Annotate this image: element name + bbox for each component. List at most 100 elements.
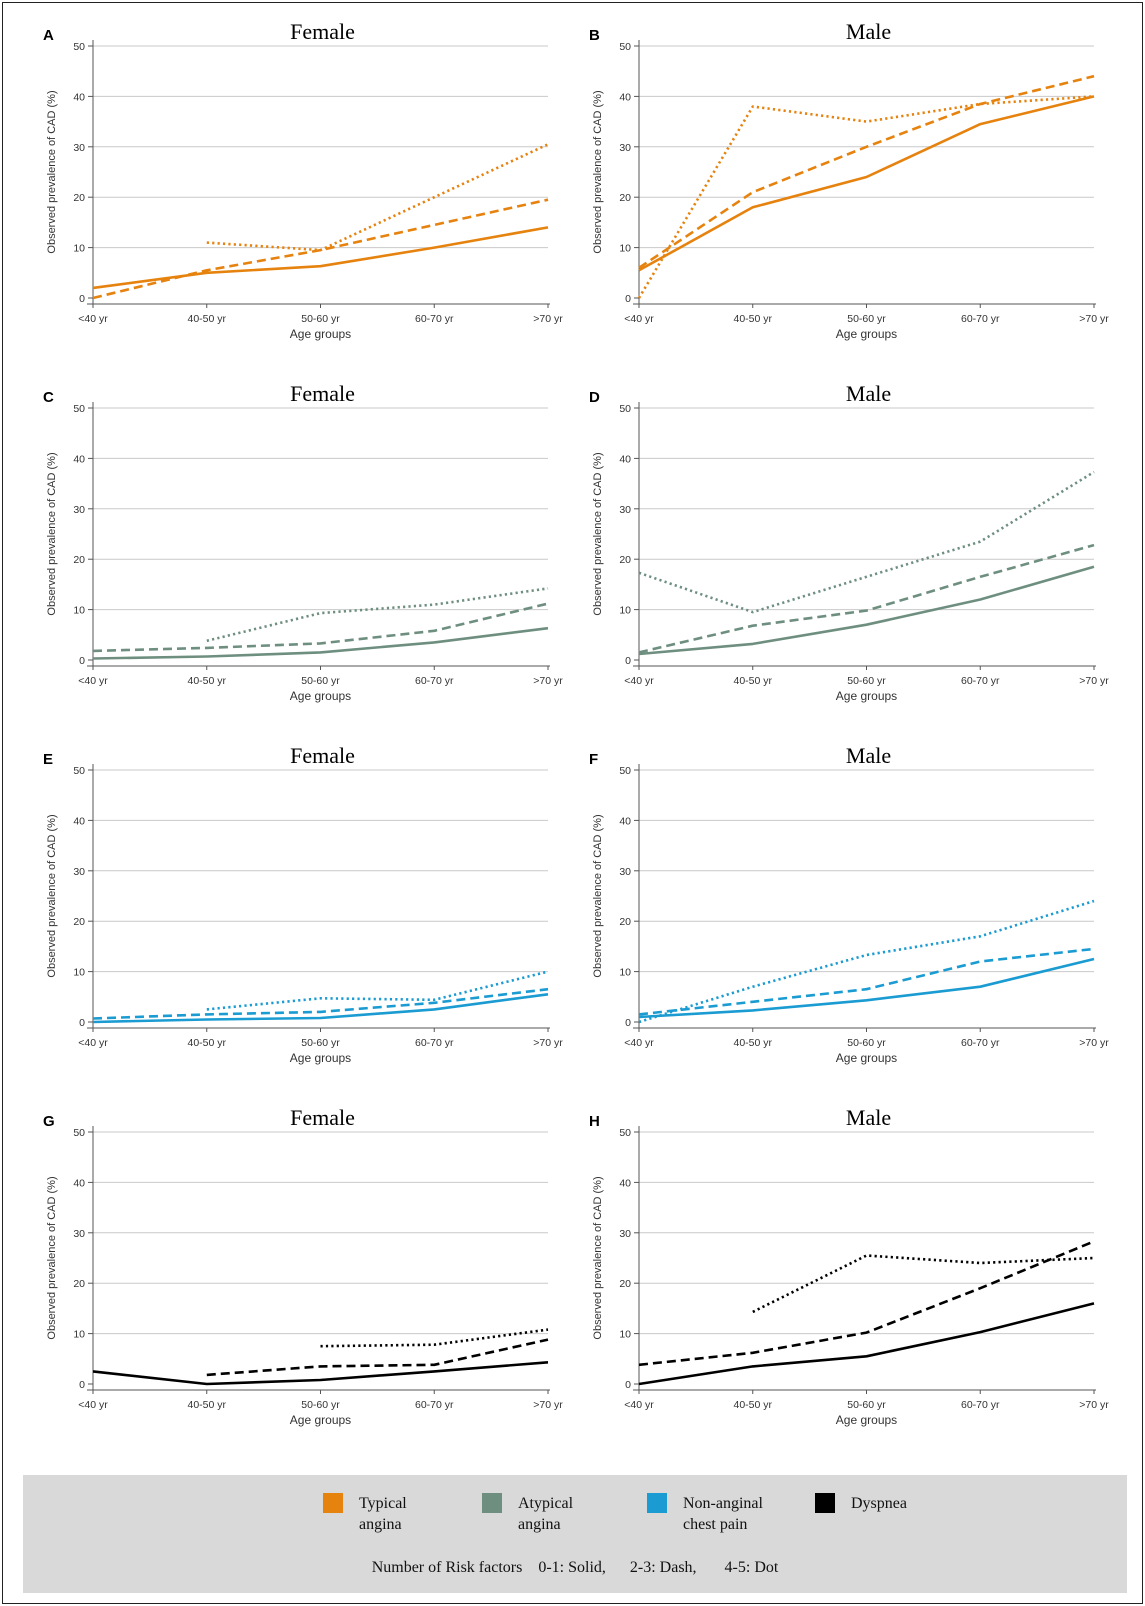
x-tick-label: 60-70 yr [961, 313, 1000, 325]
series-line-dash [92, 987, 549, 1020]
y-tick-label: 20 [619, 916, 631, 928]
legend-line-style-note: Number of Risk factors 0-1: Solid, 2-3: … [371, 1559, 779, 1576]
x-tick-label: <40 yr [78, 675, 108, 687]
x-tick-label: 40-50 yr [733, 1037, 772, 1049]
series-line-solid [92, 626, 549, 660]
x-tick-label: <40 yr [624, 1399, 654, 1411]
legend-label: Typical angina [359, 1495, 407, 1533]
y-tick-label: 40 [619, 815, 631, 827]
y-tick-label: 20 [619, 1278, 631, 1290]
x-tick-label: 50-60 yr [301, 1037, 340, 1049]
y-tick-label: 10 [73, 605, 85, 617]
x-tick-label: >70 yr [1079, 313, 1109, 325]
series-line-dot [320, 1328, 549, 1348]
x-tick-label: 50-60 yr [847, 1399, 886, 1411]
y-tick-label: 0 [79, 293, 85, 305]
series-line-solid [92, 993, 549, 1024]
x-tick-label: 50-60 yr [847, 1037, 886, 1049]
x-tick-label: 60-70 yr [415, 313, 454, 325]
y-tick-label: 0 [79, 1379, 85, 1391]
panel-grid: A Female 0 10 20 30 40 50 <40 yr 40-50 yr 50-60 yr… [3, 3, 1145, 1473]
x-tick-label: 60-70 yr [415, 1037, 454, 1049]
chart-panel-g: G Female 0 10 20 30 40 50 <40 yr 40-50 yr 50-60 yr… [43, 1105, 563, 1427]
x-tick-label: <40 yr [78, 313, 108, 325]
legend: Typical angina Atypical angina Non-angin… [23, 1475, 1127, 1593]
y-tick-label: 10 [619, 605, 631, 617]
series-line-dash [206, 1338, 549, 1377]
x-tick-label: 60-70 yr [415, 1399, 454, 1411]
series-line-solid [638, 957, 1095, 1019]
panel-letter: B [589, 27, 600, 44]
y-tick-label: 50 [73, 403, 85, 415]
legend-swatch [482, 1493, 502, 1513]
x-tick-label: <40 yr [624, 1037, 654, 1049]
y-tick-label: 40 [73, 91, 85, 103]
y-axis-title: Observed prevalence of CAD (%) [46, 814, 58, 977]
y-axis-title: Observed prevalence of CAD (%) [592, 814, 604, 977]
y-tick-label: 30 [619, 504, 631, 516]
series-line-dash [638, 947, 1095, 1016]
x-axis-title: Age groups [836, 689, 897, 703]
x-tick-label: 60-70 yr [961, 1037, 1000, 1049]
y-tick-label: 10 [619, 967, 631, 979]
x-tick-label: >70 yr [1079, 675, 1109, 687]
x-tick-label: 40-50 yr [187, 675, 226, 687]
x-axis-title: Age groups [836, 1051, 897, 1065]
legend-label: Dyspnea [851, 1495, 907, 1512]
chart-panel-f: F Male 0 10 20 30 40 50 <40 yr 40-50 yr 50-60 yr 60… [589, 743, 1109, 1065]
series-line-solid [638, 565, 1095, 656]
y-tick-label: 40 [619, 453, 631, 465]
y-tick-label: 20 [73, 916, 85, 928]
x-tick-label: >70 yr [1079, 1037, 1109, 1049]
legend-swatch [647, 1493, 667, 1513]
y-tick-label: 40 [619, 91, 631, 103]
y-tick-label: 0 [79, 655, 85, 667]
x-tick-label: 60-70 yr [415, 675, 454, 687]
y-tick-label: 0 [79, 1017, 85, 1029]
legend-item-non-anginal-chest-pain: Non-anginal chest pain [647, 1493, 763, 1535]
x-tick-label: <40 yr [78, 1037, 108, 1049]
x-tick-label: >70 yr [533, 675, 563, 687]
x-axis-title: Age groups [290, 1051, 351, 1065]
y-axis-title: Observed prevalence of CAD (%) [592, 90, 604, 253]
panel-title: Male [846, 1105, 891, 1130]
y-axis-title: Observed prevalence of CAD (%) [46, 1176, 58, 1339]
y-tick-label: 0 [625, 1017, 631, 1029]
x-tick-label: 50-60 yr [301, 313, 340, 325]
y-tick-label: 50 [619, 403, 631, 415]
y-tick-label: 20 [73, 554, 85, 566]
y-tick-label: 10 [73, 967, 85, 979]
series-line-dash [638, 1240, 1095, 1367]
legend-label: Atypical angina [518, 1495, 574, 1533]
legend-label: Non-anginal chest pain [683, 1495, 763, 1533]
x-tick-label: 40-50 yr [733, 675, 772, 687]
legend-item-typical-angina: Typical angina [323, 1493, 407, 1535]
legend-swatch [323, 1493, 343, 1513]
x-tick-label: >70 yr [1079, 1399, 1109, 1411]
chart-panel-a: A Female 0 10 20 30 40 50 <40 yr 40-50 yr 50-60 yr… [43, 19, 563, 341]
x-axis-title: Age groups [836, 327, 897, 341]
y-tick-label: 30 [73, 504, 85, 516]
x-tick-label: <40 yr [624, 313, 654, 325]
x-tick-label: 40-50 yr [187, 1399, 226, 1411]
x-tick-label: 40-50 yr [733, 1399, 772, 1411]
y-tick-label: 40 [73, 815, 85, 827]
y-tick-label: 40 [73, 453, 85, 465]
x-axis-title: Age groups [290, 689, 351, 703]
panel-letter: D [589, 389, 600, 406]
series-line-dot [638, 470, 1095, 614]
y-tick-label: 30 [73, 1228, 85, 1240]
series-line-dash [638, 543, 1095, 654]
panel-title: Female [290, 743, 355, 768]
legend-swatch [815, 1493, 835, 1513]
x-tick-label: 40-50 yr [733, 313, 772, 325]
x-tick-label: >70 yr [533, 1037, 563, 1049]
chart-panel-b: B Male 0 10 20 30 40 50 <40 yr 40-50 yr 50-60 yr 60… [589, 19, 1109, 341]
x-tick-label: 40-50 yr [187, 1037, 226, 1049]
series-line-solid [638, 1302, 1095, 1386]
panel-letter: A [43, 27, 54, 44]
chart-panel-c: C Female 0 10 20 30 40 50 <40 yr 40-50 yr 50-60 yr… [43, 381, 563, 703]
y-axis-title: Observed prevalence of CAD (%) [592, 1176, 604, 1339]
y-tick-label: 50 [73, 1127, 85, 1139]
